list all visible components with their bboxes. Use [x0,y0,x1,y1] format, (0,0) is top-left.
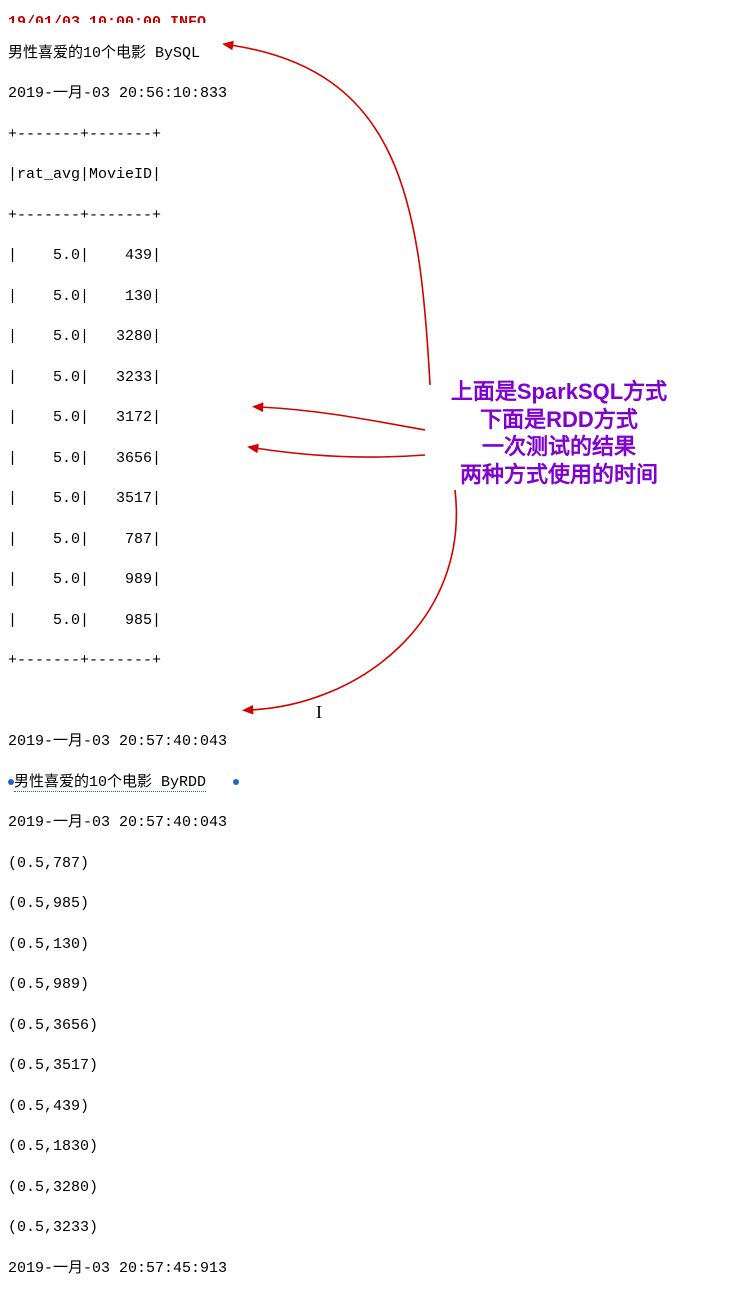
blank-line [8,692,743,712]
title-rdd-text: 男性喜爱的10个电影 ByRDD [14,774,206,792]
title-rdd: 男性喜爱的10个电影 ByRDD [8,773,743,793]
table-border-top: +-------+-------+ [8,125,743,145]
selection-handle-icon [233,779,239,785]
table-row: | 5.0| 3656| [8,449,743,469]
table-border-mid: +-------+-------+ [8,206,743,226]
table-row: | 5.0| 787| [8,530,743,550]
text-cursor-icon: I [316,700,322,724]
table-border-bottom: +-------+-------+ [8,651,743,671]
rdd-row: (0.5,787) [8,854,743,874]
rdd-row: (0.5,985) [8,894,743,914]
selection-handle-icon [206,774,233,791]
table-row: | 5.0| 3233| [8,368,743,388]
rdd-row: (0.5,3656) [8,1016,743,1036]
table-row: | 5.0| 439| [8,246,743,266]
rdd-row: (0.5,1830) [8,1137,743,1157]
rdd-row: (0.5,3517) [8,1056,743,1076]
timestamp-1: 2019-一月-03 20:56:10:833 [8,84,743,104]
table-header: |rat_avg|MovieID| [8,165,743,185]
rdd-row: (0.5,989) [8,975,743,995]
table-row: | 5.0| 3172| [8,408,743,428]
table-row: | 5.0| 3517| [8,489,743,509]
timestamp-4: 2019-一月-03 20:57:45:913 [8,1259,743,1279]
rdd-row: (0.5,439) [8,1097,743,1117]
table-row: | 5.0| 130| [8,287,743,307]
timestamp-3: 2019-一月-03 20:57:40:043 [8,813,743,833]
title-sql: 男性喜爱的10个电影 BySQL [8,44,743,64]
log-line-cut: 19/01/03 10:00:00 INFO ... [8,15,743,23]
table-row: | 5.0| 985| [8,611,743,631]
console-output: 19/01/03 10:00:00 INFO ... 男性喜爱的10个电影 By… [0,0,749,1299]
rdd-row: (0.5,3280) [8,1178,743,1198]
timestamp-2: 2019-一月-03 20:57:40:043 [8,732,743,752]
rdd-row: (0.5,3233) [8,1218,743,1238]
rdd-row: (0.5,130) [8,935,743,955]
table-row: | 5.0| 3280| [8,327,743,347]
table-row: | 5.0| 989| [8,570,743,590]
